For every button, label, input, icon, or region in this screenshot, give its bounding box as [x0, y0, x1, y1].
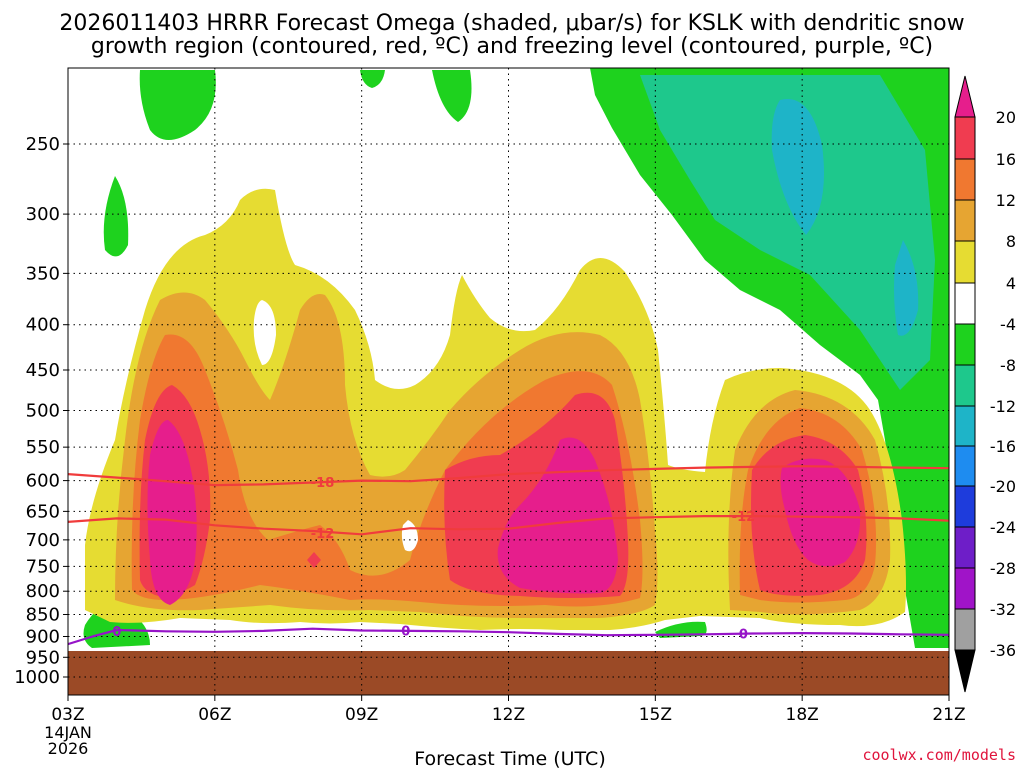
contour-freezing-level	[68, 627, 949, 646]
contour-labels: -18 -12 -12 0 0 0	[112, 476, 755, 643]
colorbar-bin	[954, 567, 976, 610]
contour-label: -12	[732, 510, 756, 525]
x-tick-label: 03Z	[51, 705, 84, 725]
y-tick-label: 500	[26, 401, 60, 422]
colorbar-label: 20	[996, 108, 1016, 127]
colorbar-label: -4	[1000, 315, 1016, 334]
grid	[68, 68, 949, 695]
omega-hole-a	[253, 300, 276, 365]
chart-title-line2: growth region (contoured, red, ºC) and f…	[91, 34, 933, 59]
y-tick-label: 450	[26, 360, 60, 381]
y-tick-label: 950	[26, 647, 60, 668]
colorbar-bin	[954, 364, 976, 407]
colorbar-bin	[954, 608, 976, 651]
y-tick-label: 800	[26, 581, 60, 602]
x-tick-label: 18Z	[786, 705, 819, 725]
colorbar: 20 16 12 8 4 -4 -8 -12 -16 -20 -24 -28 -32 -36	[954, 75, 1016, 693]
colorbar-bin	[954, 158, 976, 201]
colorbar-bin	[954, 282, 976, 325]
y-tick-label: 900	[26, 626, 60, 647]
colorbar-bin	[954, 445, 976, 487]
colorbar-label: 4	[1006, 274, 1016, 293]
colorbar-label: -16	[990, 437, 1016, 456]
colorbar-label: -28	[990, 559, 1016, 578]
y-tick-label: 300	[26, 204, 60, 225]
y-tick-label: 600	[26, 471, 60, 492]
colorbar-label: 8	[1006, 232, 1016, 251]
contour-label: 0	[401, 624, 410, 639]
colorbar-label: -24	[990, 518, 1016, 537]
colorbar-bin	[954, 405, 976, 447]
colorbar-label: -8	[1000, 356, 1016, 375]
y-axis: 2503003504004505005506006507007508008509…	[14, 134, 68, 688]
colorbar-bin	[954, 116, 976, 160]
omega-red-small-max	[307, 552, 321, 568]
y-tick-label: 650	[26, 501, 60, 522]
y-tick-label: 700	[26, 530, 60, 551]
omega-green-blob-3	[432, 70, 472, 122]
colorbar-label: 12	[996, 191, 1016, 210]
credit-link[interactable]: coolwx.com/models	[862, 746, 1016, 764]
contour-label: -12	[311, 527, 335, 542]
colorbar-bin	[954, 199, 976, 242]
y-tick-label: 550	[26, 437, 60, 458]
omega-cyan-core-a	[771, 98, 824, 235]
colorbar-bin	[954, 323, 976, 366]
contours	[68, 465, 949, 646]
y-tick-label: 1000	[14, 667, 60, 688]
omega-green-blob-2	[360, 70, 385, 88]
contour-label: 0	[739, 627, 748, 642]
x-axis: 03Z 06Z 09Z 12Z 15Z 18Z 21Z	[51, 695, 966, 725]
omega-green-blob-1	[139, 70, 216, 140]
y-tick-label: 750	[26, 556, 60, 577]
y-tick-label: 350	[26, 263, 60, 284]
x-date-line2: 2026	[48, 739, 89, 758]
colorbar-under-triangle	[954, 649, 976, 693]
contour-label: 0	[112, 625, 121, 640]
colorbar-label: -36	[990, 641, 1016, 660]
colorbar-label: -12	[990, 397, 1016, 416]
omega-red-16-20	[139, 385, 867, 598]
colorbar-bin	[954, 526, 976, 569]
colorbar-label: 16	[996, 150, 1016, 169]
y-tick-label: 400	[26, 315, 60, 336]
colorbar-bin	[954, 485, 976, 528]
x-axis-label: Forecast Time (UTC)	[414, 748, 605, 768]
colorbar-label: -32	[990, 600, 1016, 619]
x-tick-label: 06Z	[198, 705, 231, 725]
colorbar-bin	[954, 240, 976, 284]
y-tick-label: 850	[26, 605, 60, 626]
x-tick-label: 15Z	[639, 705, 672, 725]
omega-magenta-max-05z	[147, 420, 197, 605]
omega-teal-upper-right	[640, 75, 935, 390]
colorbar-over-triangle	[954, 75, 976, 118]
x-date-line1: 14JAN	[44, 723, 92, 742]
contour-dgz-minus12	[68, 514, 949, 536]
y-tick-label: 250	[26, 134, 60, 155]
omega-cyan-core-b	[894, 240, 919, 336]
contour-dgz-minus18	[68, 465, 949, 487]
x-tick-label: 12Z	[492, 705, 525, 725]
colorbar-label: -20	[990, 477, 1016, 496]
omega-green-blob-4	[103, 176, 129, 257]
x-tick-label: 09Z	[345, 705, 378, 725]
omega-magenta-max-13z	[497, 437, 618, 594]
contour-label: -18	[311, 476, 335, 491]
x-tick-label: 21Z	[932, 705, 965, 725]
chart-title-line1: 2026011403 HRRR Forecast Omega (shaded, …	[59, 11, 964, 36]
